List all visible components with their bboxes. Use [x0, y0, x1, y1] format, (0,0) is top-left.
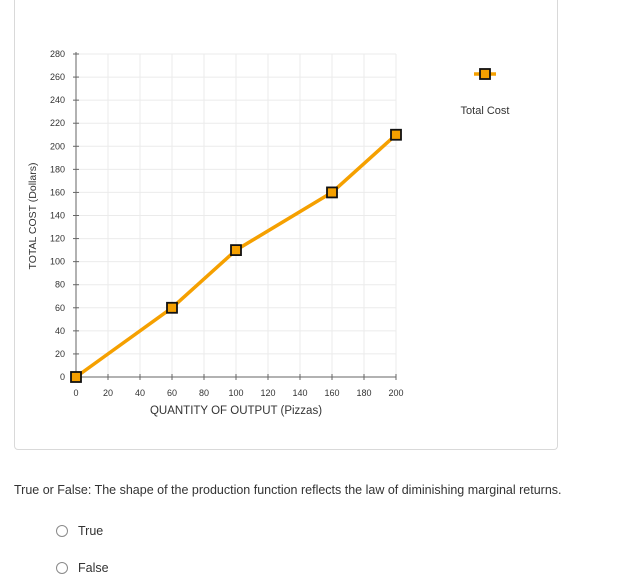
radio-true[interactable] [56, 525, 68, 537]
grid [76, 53, 397, 377]
data-point-marker [70, 371, 82, 383]
y-tick-label: 160 [50, 187, 65, 197]
total-cost-chart: 020406080100120140160180200220240260280 … [27, 49, 510, 417]
x-tick-label: 100 [228, 388, 243, 398]
data-point-marker [230, 244, 242, 257]
x-tick-labels: 0 20 40 60 80 100 120 140 160 180 200 [73, 388, 403, 398]
y-tick-label: 120 [50, 234, 65, 244]
legend-marker [479, 68, 491, 80]
data-point-marker [390, 128, 402, 141]
question-text: True or False: The shape of the producti… [14, 483, 562, 497]
y-tick-label: 0 [60, 372, 65, 382]
y-tick-label: 80 [55, 280, 65, 290]
x-tick-label: 120 [260, 388, 275, 398]
y-tick-label: 140 [50, 211, 65, 221]
x-tick-label: 180 [356, 388, 371, 398]
y-tick-label: 40 [55, 326, 65, 336]
x-tick-label: 0 [73, 388, 78, 398]
y-tick-label: 220 [50, 118, 65, 128]
y-tick-label: 180 [50, 164, 65, 174]
option-false[interactable]: False [56, 561, 109, 575]
data-point-marker [166, 301, 178, 314]
series [70, 128, 402, 383]
chart-panel: 0 20 40 60 80 100 120 140 160 180 200 220 240 260 280 … [14, 0, 558, 450]
y-tick-label: 20 [55, 349, 65, 359]
y-axis-label: TOTAL COST (Dollars) [27, 163, 39, 270]
option-true[interactable]: True [56, 524, 103, 538]
axes [73, 52, 397, 380]
x-tick-label: 160 [324, 388, 339, 398]
data-point-marker [326, 186, 338, 199]
x-tick-label: 60 [167, 388, 177, 398]
y-tick-label: 60 [55, 303, 65, 313]
legend-label: Total Cost [461, 105, 510, 117]
y-tick-label: 260 [50, 72, 65, 82]
y-tick-label: 100 [50, 257, 65, 267]
x-tick-label: 40 [135, 388, 145, 398]
x-tick-label: 200 [388, 388, 403, 398]
x-tick-label: 80 [199, 388, 209, 398]
x-tick-label: 20 [103, 388, 113, 398]
y-tick-label: 240 [50, 95, 65, 105]
x-tick-label: 140 [292, 388, 307, 398]
option-false-label: False [78, 561, 109, 575]
legend: Total Cost [461, 68, 510, 117]
radio-false[interactable] [56, 562, 68, 574]
y-tick-label: 280 [50, 49, 65, 59]
option-true-label: True [78, 524, 104, 538]
y-tick-labels: 0 20 40 60 80 100 120 140 160 180 200 220 240 260 280 [50, 49, 65, 382]
x-axis-label: QUANTITY OF OUTPUT (Pizzas) [150, 405, 322, 417]
y-tick-label: 200 [50, 141, 65, 151]
